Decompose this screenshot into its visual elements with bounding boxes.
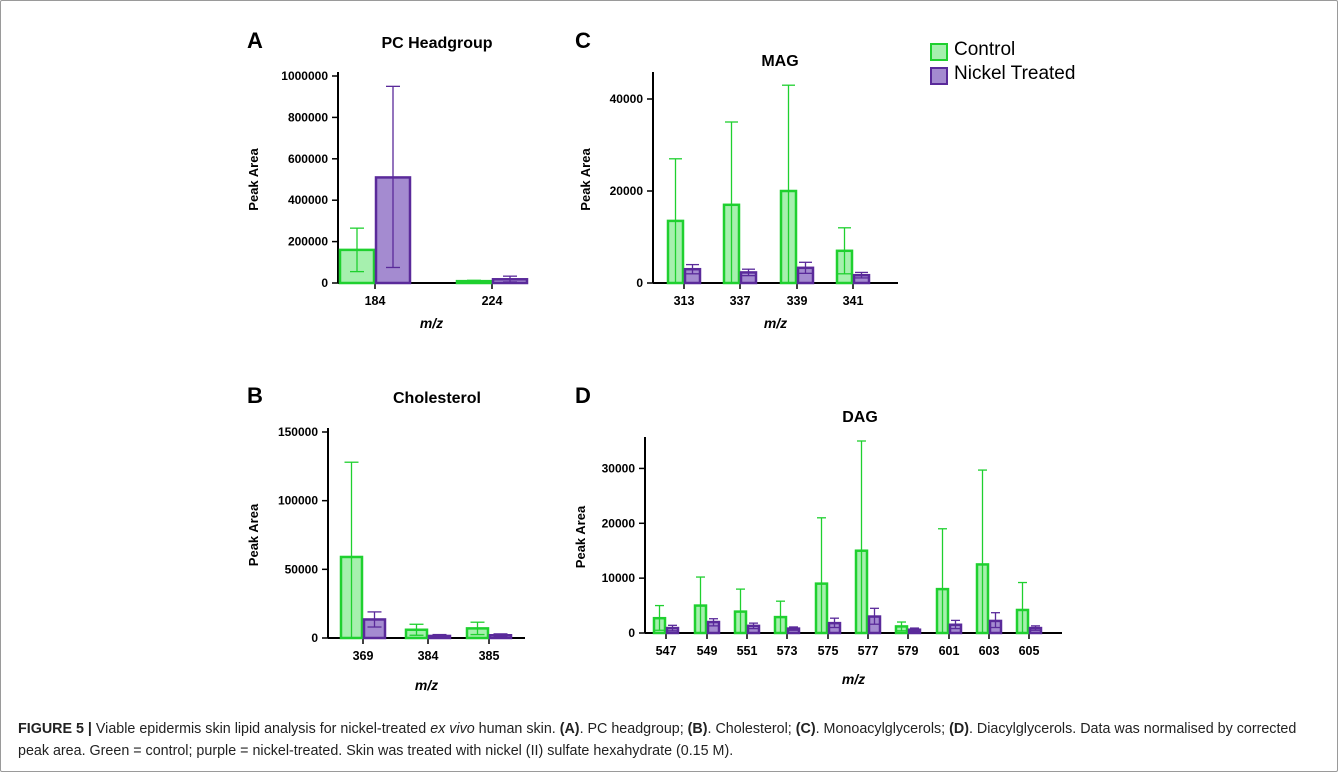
y-tick-label: 50000 (285, 562, 319, 576)
x-tick-label: 575 (818, 644, 839, 658)
caption-text-5: . Monoacylglycerols; (815, 721, 950, 737)
caption-text-1: Viable epidermis skin lipid analysis for… (91, 721, 431, 737)
y-tick-label: 30000 (602, 461, 636, 475)
x-tick-label: 184 (365, 294, 386, 308)
x-tick-label: 339 (787, 294, 808, 308)
caption-text-2: human skin. (474, 721, 560, 737)
caption-text-6: . Diacylglycerols. Data was normalised b… (18, 721, 1297, 759)
panel-letter: B (247, 383, 263, 408)
legend: Control Nickel Treated (921, 35, 1181, 95)
y-tick-label: 20000 (610, 184, 644, 198)
panel-letter: C (575, 28, 591, 53)
y-axis-label: Peak Area (573, 505, 588, 568)
x-tick-label: 369 (353, 649, 374, 663)
x-tick-label: 603 (979, 644, 1000, 658)
chart-title: PC Headgroup (381, 35, 492, 52)
caption-italic-1: ex vivo (430, 721, 475, 737)
x-tick-label: 549 (697, 644, 718, 658)
x-tick-label: 341 (843, 294, 864, 308)
y-tick-label: 0 (636, 276, 643, 290)
panel-letter: D (575, 383, 591, 408)
panel-c: C MAG 0 20000 40000 Peak Area m/z 313 337 339 341 (575, 28, 898, 331)
legend-swatch-nickel (930, 67, 948, 85)
y-tick-label: 100000 (278, 494, 318, 508)
x-tick-label: 337 (730, 294, 751, 308)
x-tick-label: 385 (479, 649, 500, 663)
x-axis-label: m/z (764, 315, 787, 331)
x-axis-label: m/z (415, 677, 438, 693)
caption-figure-label: FIGURE 5 | (18, 721, 92, 737)
caption-text-4: . Cholesterol; (707, 721, 796, 737)
caption-text-3: . PC headgroup; (579, 721, 688, 737)
caption-ref-d: (D) (949, 721, 969, 737)
caption-ref-b: (B) (687, 721, 708, 737)
y-axis-label: Peak Area (246, 503, 261, 566)
y-tick-label: 1000000 (281, 69, 328, 83)
y-tick-label: 20000 (602, 516, 636, 530)
panel-b: B Cholesterol 0 50000 100000 150000 Peak Area m… (246, 383, 525, 693)
x-axis-label: m/z (420, 315, 443, 331)
y-tick-label: 400000 (288, 193, 328, 207)
y-tick-label: 0 (628, 626, 635, 640)
x-tick-label: 224 (482, 294, 503, 308)
y-tick-label: 0 (321, 276, 328, 290)
x-tick-label: 384 (418, 649, 439, 663)
caption-ref-c: (C) (795, 721, 816, 737)
x-axis-label: m/z (842, 671, 865, 687)
y-axis-label: Peak Area (246, 148, 261, 211)
x-tick-label: 579 (898, 644, 919, 658)
y-tick-label: 40000 (610, 92, 644, 106)
y-tick-label: 200000 (288, 235, 328, 249)
x-tick-label: 573 (777, 644, 798, 658)
y-tick-label: 800000 (288, 110, 328, 124)
y-tick-label: 10000 (602, 571, 636, 585)
y-tick-label: 600000 (288, 152, 328, 166)
x-tick-label: 601 (939, 644, 960, 658)
x-tick-label: 577 (858, 644, 879, 658)
legend-label-nickel: Nickel Treated (954, 63, 1076, 84)
panel-letter: A (247, 28, 263, 53)
x-tick-label: 605 (1019, 644, 1040, 658)
chart-title: Cholesterol (393, 390, 481, 407)
x-tick-label: 547 (656, 644, 677, 658)
y-tick-label: 150000 (278, 425, 318, 439)
y-axis-label: Peak Area (578, 148, 593, 211)
panel-d: D DAG 0 10000 20000 30000 Peak Area m/z 547 549 55… (573, 383, 1062, 687)
caption-ref-a: (A) (559, 721, 580, 737)
chart-title: DAG (842, 409, 878, 426)
figure-chart-area: A PC Headgroup020000040000060000080000010… (246, 28, 1062, 693)
legend-swatch-control (930, 43, 948, 61)
x-tick-label: 313 (674, 294, 695, 308)
legend-label-control: Control (954, 39, 1016, 60)
figure-caption: FIGURE 5 | Viable epidermis skin lipid a… (18, 718, 1328, 762)
y-tick-label: 0 (311, 631, 318, 645)
chart-title: MAG (761, 53, 798, 70)
panel-a: A PC Headgroup 0 200000 400000 600000 800000 10… (246, 28, 529, 331)
x-tick-label: 551 (737, 644, 758, 658)
